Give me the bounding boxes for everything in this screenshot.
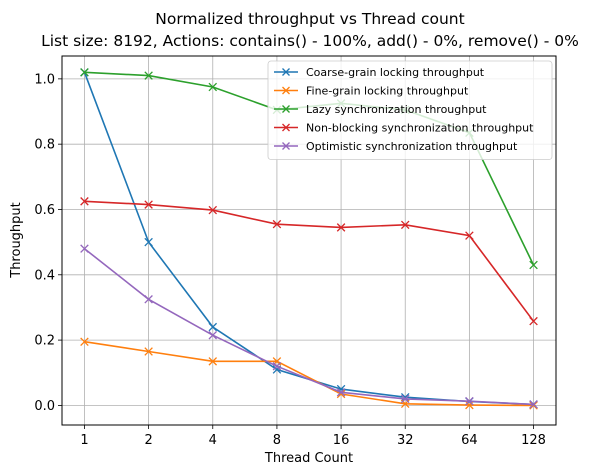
y-tick-label: 0.8 [34, 138, 55, 153]
legend-label: Optimistic synchronization throughput [306, 140, 518, 153]
series-line [84, 340, 534, 407]
legend-label: Non-blocking synchronization throughput [306, 122, 534, 135]
data-point [336, 223, 346, 232]
legend-item: Optimistic synchronization throughput [274, 140, 518, 153]
legend-item: Coarse-grain locking throughput [274, 66, 485, 79]
data-point [336, 388, 346, 397]
legend-label: Fine-grain locking throughput [306, 85, 469, 98]
x-tick-label: 4 [209, 433, 217, 448]
x-tick-label: 2 [144, 433, 152, 448]
data-point [80, 68, 89, 77]
legend-label: Lazy synchronization throughput [306, 103, 487, 116]
chart-title: Normalized throughput vs Thread count [155, 10, 464, 28]
y-axis: 0.0 0.2 0.4 0.6 0.8 1.0 [34, 72, 62, 414]
plot-frame [61, 55, 557, 426]
series-layer [80, 68, 538, 410]
data-point [144, 237, 153, 247]
y-tick-label: 0.4 [34, 268, 55, 283]
data-point [465, 400, 474, 410]
data-point [400, 394, 410, 404]
data-point [144, 347, 153, 356]
data-point [208, 330, 218, 340]
data-point [400, 220, 410, 230]
data-point [80, 197, 89, 206]
data-point [272, 219, 282, 229]
chart-subtitle: List size: 8192, Actions: contains() - 1… [41, 32, 579, 50]
data-point [272, 361, 282, 371]
legend-box [267, 60, 553, 160]
data-point [144, 295, 153, 304]
data-point [208, 357, 218, 366]
y-tick-label: 0.0 [34, 399, 55, 414]
legend-item: Lazy synchronization throughput [274, 103, 487, 116]
y-tick-label: 0.6 [34, 203, 55, 218]
x-axis-label: Thread Count [264, 451, 353, 466]
legend: Coarse-grain locking throughput Fine-grai… [267, 60, 553, 160]
legend-item: Fine-grain locking throughput [274, 85, 469, 98]
x-tick-label: 32 [397, 433, 414, 448]
data-point [80, 244, 89, 253]
data-point [144, 200, 153, 209]
data-point [208, 82, 218, 92]
series-line [84, 200, 535, 322]
data-point [208, 205, 218, 215]
y-axis-label: Throughput [9, 202, 24, 279]
data-point [465, 396, 474, 406]
data-point [529, 400, 538, 409]
x-tick-label: 8 [273, 433, 281, 448]
data-point [208, 322, 218, 332]
legend-label: Coarse-grain locking throughput [306, 66, 485, 79]
y-tick-label: 1.0 [34, 72, 55, 87]
data-point [529, 401, 538, 410]
x-tick-label: 128 [521, 433, 546, 448]
data-point [529, 316, 538, 326]
x-tick-label: 1 [80, 433, 88, 448]
data-point [144, 71, 153, 80]
x-tick-label: 16 [333, 433, 350, 448]
data-point [80, 337, 89, 346]
y-tick-label: 0.2 [34, 334, 55, 349]
data-point [529, 260, 538, 270]
series-line [84, 248, 534, 406]
legend-item: Non-blocking synchronization throughput [274, 122, 534, 135]
x-tick-label: 64 [461, 433, 478, 448]
x-axis: 1 2 4 8 16 32 64 128 [80, 425, 546, 448]
data-point [465, 231, 474, 240]
